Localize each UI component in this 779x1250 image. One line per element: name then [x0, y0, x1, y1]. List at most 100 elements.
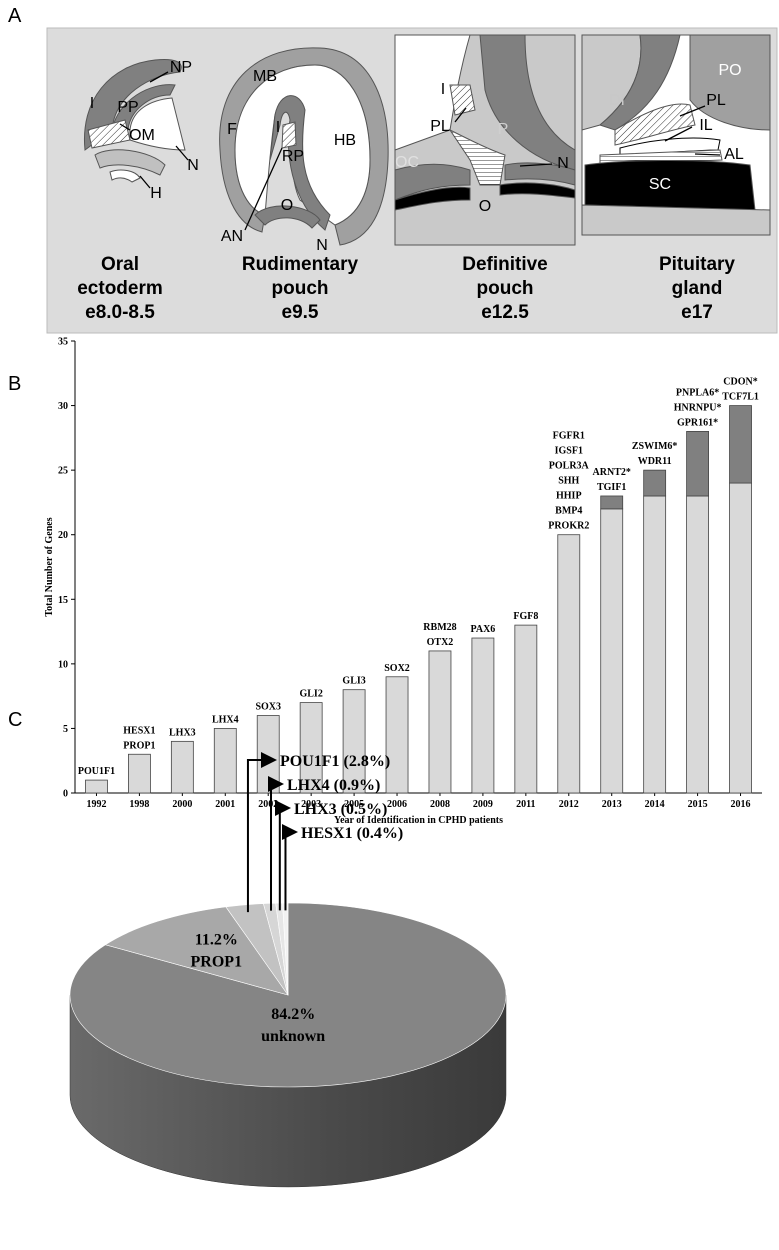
stage-titles: Oral ectoderm e8.0-8.5 Rudimentary pouch… — [77, 254, 735, 323]
slice-name-label: LHX3 — [294, 801, 337, 818]
stage-title: Definitive — [462, 254, 548, 275]
stage-title: Rudimentary — [242, 254, 359, 275]
slice-name-label: POU1F1 — [280, 753, 340, 770]
structure-label: N — [316, 237, 328, 254]
structure-label: RP — [282, 148, 304, 165]
gene-label: PROKR2 — [548, 521, 589, 532]
bar-segment — [514, 624, 538, 794]
y-tick-label: 20 — [58, 530, 68, 541]
x-tick-label: 2015 — [688, 799, 708, 810]
stage-2-drawing — [219, 47, 389, 246]
gene-label: WDR11 — [638, 456, 672, 467]
callout-arrow — [268, 776, 284, 911]
gene-label: RBM28 — [423, 622, 456, 633]
slice-value-label: 84.2% — [271, 1006, 315, 1023]
gene-label: SOX2 — [384, 663, 410, 674]
x-tick-label: 2000 — [172, 799, 192, 810]
panel-c: C 84.2% unknown 11.2% PROP1 POU1F1 (2.8%) LHX… — [8, 709, 507, 1188]
stage-title: gland — [672, 278, 723, 299]
gene-label: LHX3 — [169, 727, 196, 738]
bar-segment — [600, 508, 624, 794]
gene-label: LHX4 — [212, 714, 239, 725]
callout-label: LHX3 (0.5%) — [294, 801, 387, 818]
x-tick-label: 2005 — [344, 799, 364, 810]
x-tick-label: 2003 — [301, 799, 321, 810]
callout-label: HESX1 (0.4%) — [301, 825, 403, 842]
gene-label: FGFR1 — [553, 431, 585, 442]
stage-title: Oral — [101, 254, 139, 275]
stage-4-drawing — [581, 34, 771, 236]
gene-label: HESX1 — [123, 725, 155, 736]
gene-label: PAX6 — [471, 624, 496, 635]
x-tick-label: 2011 — [516, 799, 535, 810]
structure-label: DI — [609, 92, 625, 109]
panel-b: B 0 5 10 15 20 25 30 35 1992 POU1F1 1998 HESX1 PROP1… — [8, 337, 762, 826]
structure-label: P — [498, 121, 509, 138]
gene-label: IGSF1 — [555, 446, 583, 457]
y-tick-label: 30 — [58, 401, 68, 412]
structure-label: N — [187, 157, 199, 174]
structure-label: O — [281, 197, 293, 214]
slice-name-label: unknown — [261, 1028, 325, 1045]
slice-value-label: 11.2% — [195, 931, 238, 948]
bar-segment — [686, 495, 709, 794]
gene-label: GPR161* — [677, 417, 718, 428]
structure-label: PL — [430, 118, 450, 135]
gene-label: POLR3A — [549, 461, 590, 472]
panel-label: A — [8, 5, 22, 27]
y-axis-label: Total Number of Genes — [44, 517, 55, 616]
gene-label: GLI3 — [342, 676, 365, 687]
stage-title: e9.5 — [282, 302, 319, 323]
stage-title: e8.0-8.5 — [85, 302, 155, 323]
gene-label: HNRNPU* — [674, 402, 722, 413]
bar-segment — [643, 495, 667, 794]
structure-label: NP — [170, 59, 192, 76]
stage-1-drawing — [83, 59, 189, 189]
structure-label: AN — [221, 228, 243, 245]
x-tick-label: 2016 — [731, 799, 751, 810]
x-tick-label: 2009 — [473, 799, 493, 810]
diagram-labels: I PP NP OM N H MB F I RP HB AN O N I P P… — [90, 59, 744, 254]
bar-segment — [600, 495, 624, 510]
slice-value-label: (2.8%) — [344, 753, 391, 770]
gene-label: CDON* — [723, 377, 757, 388]
gene-label: SHH — [558, 476, 579, 487]
bar-segment — [170, 740, 194, 794]
x-tick-label: 1992 — [86, 799, 106, 810]
stage-title: e17 — [681, 302, 713, 323]
x-tick-label: 2006 — [387, 799, 407, 810]
gene-label: ZSWIM6* — [632, 441, 678, 452]
bar-segment — [643, 469, 667, 497]
callout-arrow — [246, 752, 277, 913]
structure-label: O — [479, 198, 491, 215]
panel-label: C — [8, 709, 22, 731]
structure-label: OM — [129, 127, 155, 144]
bar-segment — [729, 405, 752, 484]
structure-label: H — [150, 185, 162, 202]
stage-title: ectoderm — [77, 278, 163, 299]
gene-label: PROP1 — [123, 740, 155, 751]
structure-label: AL — [724, 146, 744, 163]
bar-segment — [128, 753, 151, 794]
gene-label: BMP4 — [555, 506, 582, 517]
bar-segment — [729, 482, 752, 794]
stage-title: pouch — [477, 278, 534, 299]
gene-label: TGIF1 — [597, 482, 626, 493]
gene-label: PNPLA6* — [676, 387, 719, 398]
x-tick-label: 1998 — [129, 799, 149, 810]
slice-value-label: (0.9%) — [334, 777, 381, 794]
bar-segment — [85, 779, 108, 794]
stage-3-drawing — [394, 34, 576, 246]
bar-segment — [256, 715, 280, 794]
x-tick-label: 2002 — [258, 799, 278, 810]
slice-name-label: PROP1 — [191, 953, 243, 970]
slice-value-label: (0.4%) — [357, 825, 404, 842]
structure-label: MB — [253, 68, 277, 85]
x-tick-label: 2014 — [645, 799, 665, 810]
gene-label: POU1F1 — [78, 766, 115, 777]
gene-label: GLI2 — [299, 689, 322, 700]
bar-segment — [385, 676, 409, 794]
bar-segment — [342, 689, 366, 794]
structure-label: SC — [649, 176, 671, 193]
